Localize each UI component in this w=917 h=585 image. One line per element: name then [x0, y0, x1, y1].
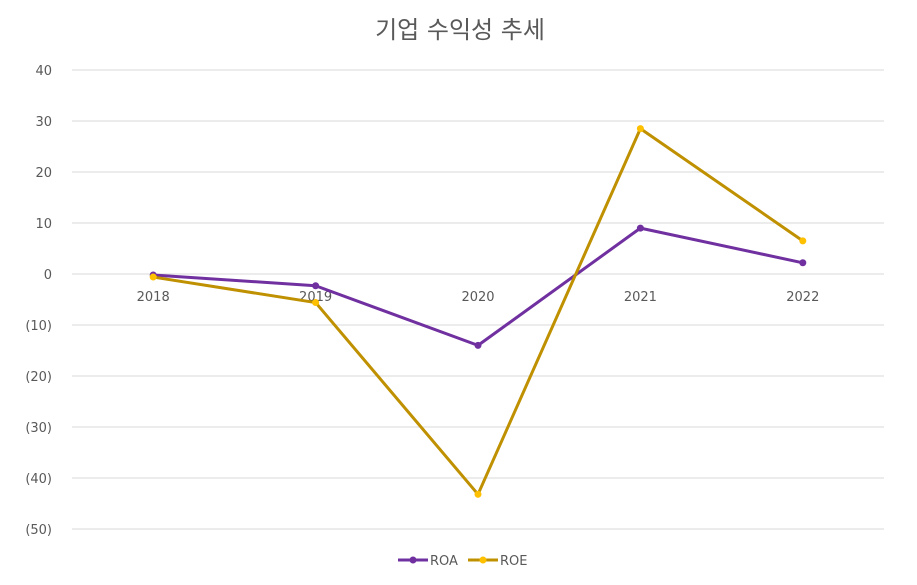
y-tick-label: (30)	[25, 421, 52, 436]
chart-title: 기업 수익성 추세	[375, 16, 545, 44]
roa-point	[474, 341, 482, 349]
series-lines	[149, 125, 807, 498]
y-tick-label: 0	[44, 268, 52, 283]
y-tick-label: (40)	[25, 472, 52, 487]
roa-point	[312, 282, 320, 290]
legend-roa-label: ROA	[430, 554, 458, 569]
roe-series-line	[152, 127, 804, 496]
x-tick-label: 2020	[461, 290, 494, 305]
x-tick-label: 2018	[137, 290, 170, 305]
roa-point	[636, 224, 644, 232]
y-tick-label: 20	[35, 166, 52, 181]
roe-point	[636, 125, 644, 133]
x-tick-label: 2022	[786, 290, 819, 305]
y-tick-label: (10)	[25, 319, 52, 334]
y-tick-label: 30	[35, 115, 52, 130]
gridlines	[72, 69, 884, 530]
roa-series-line	[153, 226, 804, 347]
roa-point	[799, 259, 807, 267]
y-tick-label: 10	[35, 217, 52, 232]
legend-roe-label: ROE	[500, 554, 527, 569]
y-tick-label: 40	[35, 64, 52, 79]
x-axis-ticks: 2018 2019 2020 2021 2022	[137, 290, 820, 305]
legend-roa-marker	[409, 556, 417, 564]
roe-point	[799, 237, 807, 245]
legend: ROA ROE	[398, 554, 527, 569]
legend-roe-marker	[479, 556, 487, 564]
roe-point	[312, 299, 320, 307]
y-tick-label: (20)	[25, 370, 52, 385]
y-axis-ticks: 40 30 20 10 0 (10) (20) (30) (40) (50)	[25, 64, 52, 538]
roe-point	[474, 490, 482, 498]
y-tick-label: (50)	[25, 523, 52, 538]
x-tick-label: 2021	[624, 290, 657, 305]
roe-point	[149, 273, 157, 281]
